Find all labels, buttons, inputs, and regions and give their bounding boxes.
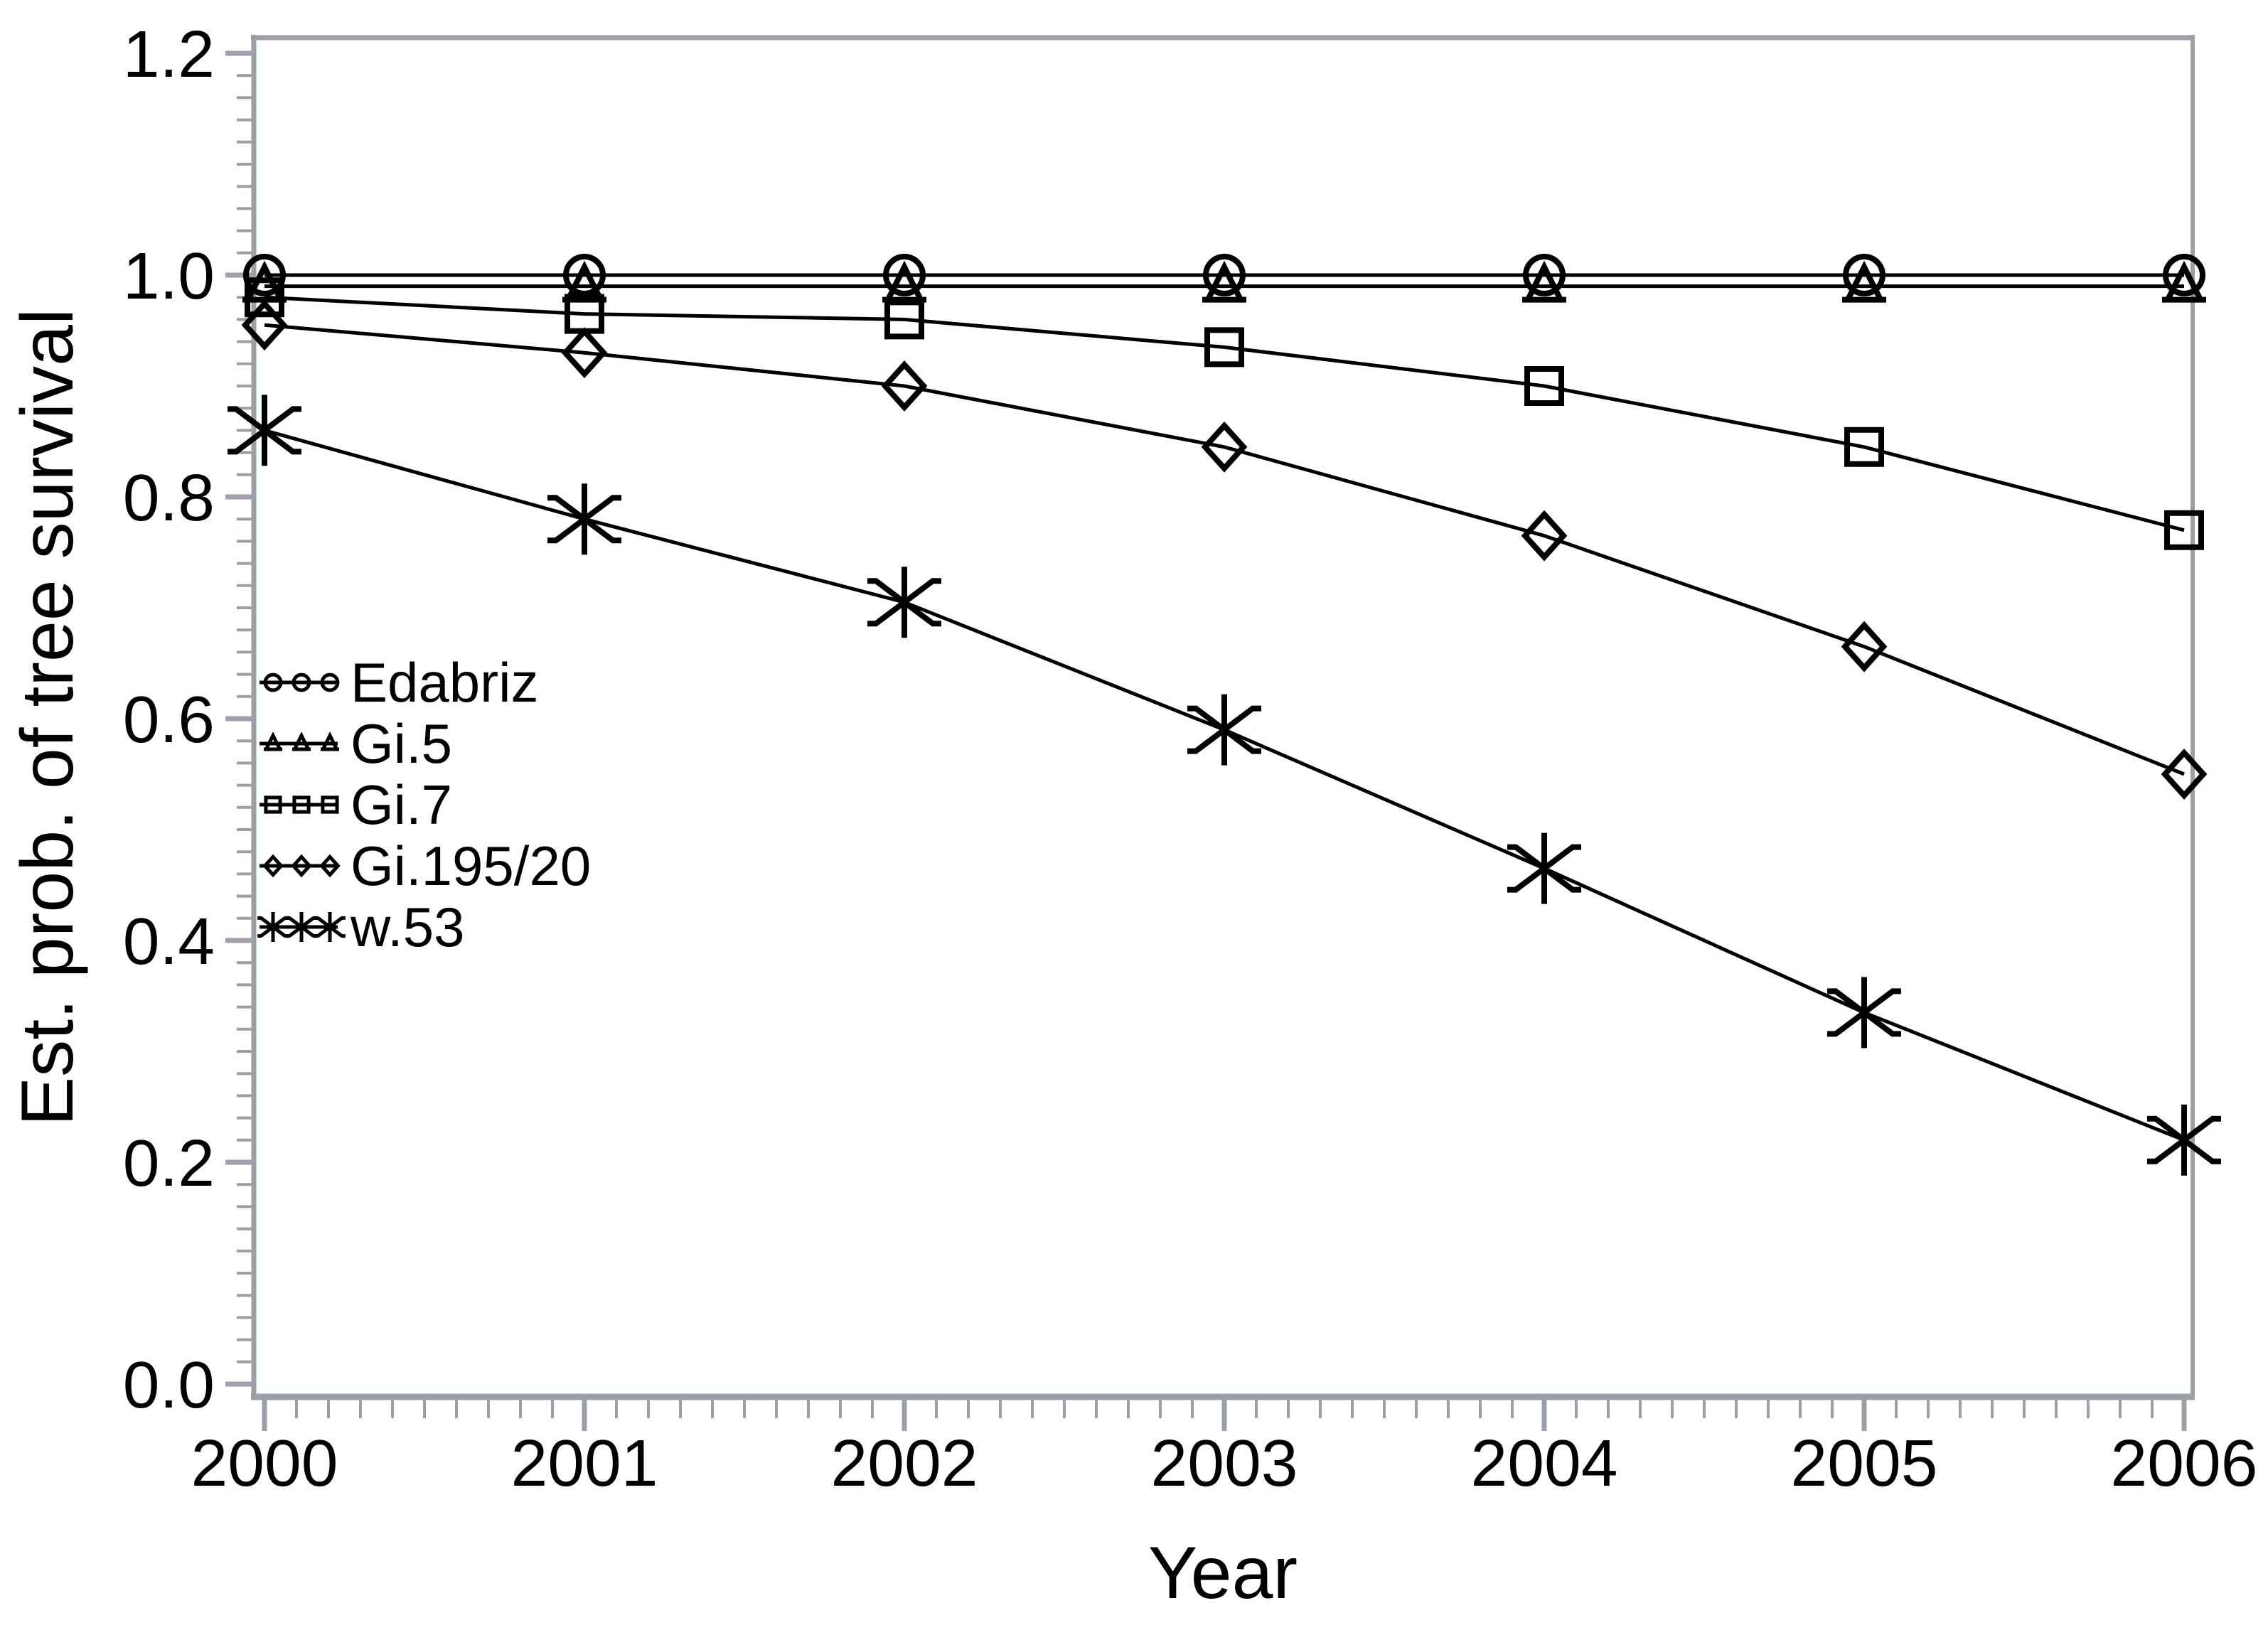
circle-marker (2163, 254, 2205, 296)
circle-marker (883, 254, 926, 296)
y-tick-label: 0.6 (123, 682, 215, 756)
circle-marker (1203, 254, 1246, 296)
x-tick-label: 2002 (831, 1426, 978, 1500)
x-tick-label: 2003 (1151, 1426, 1298, 1500)
asterisk-marker (867, 567, 941, 638)
triangle-marker (1202, 260, 1246, 303)
series-w-53 (228, 395, 2221, 1176)
diamond-marker (561, 327, 608, 379)
diamond-marker (1841, 621, 1888, 672)
asterisk-marker (228, 395, 301, 466)
x-tick-label: 2000 (191, 1426, 338, 1500)
legend-item: Gi.7 (260, 773, 452, 836)
legend-item-label: w.53 (350, 896, 464, 958)
asterisk-marker (314, 912, 346, 942)
legend-item: Gi.195/20 (260, 835, 591, 897)
asterisk-marker (2147, 1104, 2221, 1176)
diamond-marker (262, 854, 284, 878)
square-marker (245, 277, 284, 318)
triangle-marker (1842, 260, 1886, 303)
series-line (264, 323, 2185, 776)
square-marker (2164, 510, 2204, 550)
diamond-marker (291, 854, 312, 878)
diamond-marker (319, 854, 341, 878)
x-tick-label: 2006 (2111, 1426, 2258, 1500)
asterisk-marker (1507, 832, 1581, 904)
legend-item-label: Gi.7 (351, 773, 452, 836)
x-tick-label: 2005 (1791, 1426, 1938, 1500)
square-marker (1204, 327, 1244, 368)
y-tick-label: 0.0 (123, 1348, 215, 1422)
legend-item-label: Gi.195/20 (351, 835, 591, 897)
square-marker (565, 294, 604, 334)
diamond-marker (2161, 749, 2208, 800)
square-marker (264, 795, 282, 814)
circle-marker (1523, 254, 1566, 296)
triangle-marker (2162, 260, 2206, 303)
circle-marker (320, 672, 340, 692)
series-edabriz (243, 254, 2205, 296)
diamond-marker (881, 360, 928, 412)
y-axis-title: Est. prob. of tree survival (6, 309, 89, 1126)
square-marker (321, 795, 339, 814)
triangle-marker (320, 731, 340, 751)
diamond-marker (1521, 510, 1568, 562)
legend-item: w.53 (257, 896, 464, 958)
y-tick-label: 0.2 (123, 1126, 215, 1200)
data-series (228, 254, 2221, 1176)
circle-marker (243, 254, 286, 296)
y-tick-label: 0.4 (123, 904, 215, 978)
x-axis-title: Year (1148, 1532, 1298, 1614)
y-tick-label: 0.8 (123, 461, 215, 535)
square-marker (1844, 427, 1884, 467)
x-tick-label: 2001 (511, 1426, 658, 1500)
asterisk-marker (1827, 977, 1901, 1049)
circle-marker (563, 254, 606, 296)
y-tick-label: 1.0 (123, 239, 215, 313)
square-marker (292, 795, 311, 814)
square-marker (884, 299, 924, 340)
triangle-marker (263, 731, 283, 751)
circle-marker (1843, 254, 1885, 296)
square-marker (1524, 366, 1564, 406)
circle-marker (291, 672, 311, 692)
legend-item-label: Gi.5 (351, 712, 452, 775)
x-tick-label: 2004 (1471, 1426, 1618, 1500)
legend-item: Edabriz (260, 651, 538, 714)
triangle-marker (291, 731, 311, 751)
series-line (264, 295, 2185, 532)
circle-marker (263, 672, 283, 692)
legend-item-label: Edabriz (351, 651, 538, 714)
legend-item: Gi.5 (260, 712, 452, 775)
triangle-marker (1522, 260, 1566, 303)
y-tick-label: 1.2 (123, 17, 215, 91)
diamond-marker (241, 299, 288, 351)
series-gi-195-20 (241, 299, 2208, 800)
axis-ticks: 0.0 0.2 0.4 0.6 0.8 1.0 1.2 2000 2001 2002 2003 200… (123, 17, 2258, 1500)
series-gi-7 (245, 277, 2204, 550)
diamond-marker (1201, 421, 1248, 473)
asterisk-marker (547, 483, 621, 555)
asterisk-marker (1187, 694, 1261, 766)
